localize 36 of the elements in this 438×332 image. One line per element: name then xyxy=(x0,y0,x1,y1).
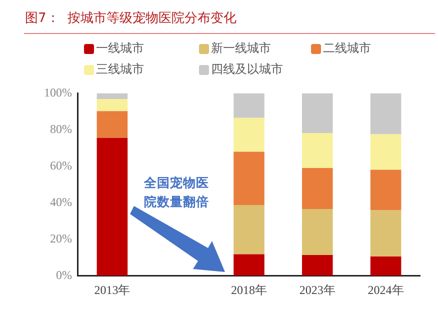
x-tick-label: 2023年 xyxy=(299,282,336,297)
legend-label: 一线城市 xyxy=(96,40,144,57)
legend-label: 新一线城市 xyxy=(211,40,271,57)
bar xyxy=(234,118,264,152)
bar xyxy=(302,209,333,255)
bar xyxy=(370,93,402,134)
bar xyxy=(302,168,333,210)
bar xyxy=(234,205,264,254)
annotation: 全国宠物医院数量翻倍 xyxy=(144,174,210,211)
bar xyxy=(96,138,128,276)
bar xyxy=(234,93,264,118)
bar xyxy=(370,170,402,210)
y-tick-label: 0% xyxy=(56,268,72,282)
y-tick-label: 100% xyxy=(44,85,72,100)
chart-title: 图7： 按城市等级宠物医院分布变化 xyxy=(25,10,237,27)
bar xyxy=(370,210,402,256)
legend-label: 二线城市 xyxy=(323,40,371,57)
x-tick-label: 2013年 xyxy=(94,282,130,297)
y-tick-label: 40% xyxy=(50,194,72,209)
x-tick-label: 2024年 xyxy=(368,282,404,297)
bar xyxy=(96,99,128,112)
bar xyxy=(234,152,264,206)
bar xyxy=(234,254,264,276)
bar xyxy=(302,132,333,168)
y-tick-label: 60% xyxy=(50,158,72,172)
bar xyxy=(370,134,402,170)
bar xyxy=(370,256,402,276)
legend-label: 三线城市 xyxy=(96,61,144,78)
bar xyxy=(302,93,333,133)
x-tick-label: 2018年 xyxy=(231,282,267,297)
bar xyxy=(302,254,333,276)
bar xyxy=(96,111,128,138)
y-tick-label: 20% xyxy=(50,231,72,246)
bar xyxy=(96,93,128,100)
legend-label: 四线及以城市 xyxy=(211,61,283,78)
y-tick-label: 80% xyxy=(50,122,72,136)
